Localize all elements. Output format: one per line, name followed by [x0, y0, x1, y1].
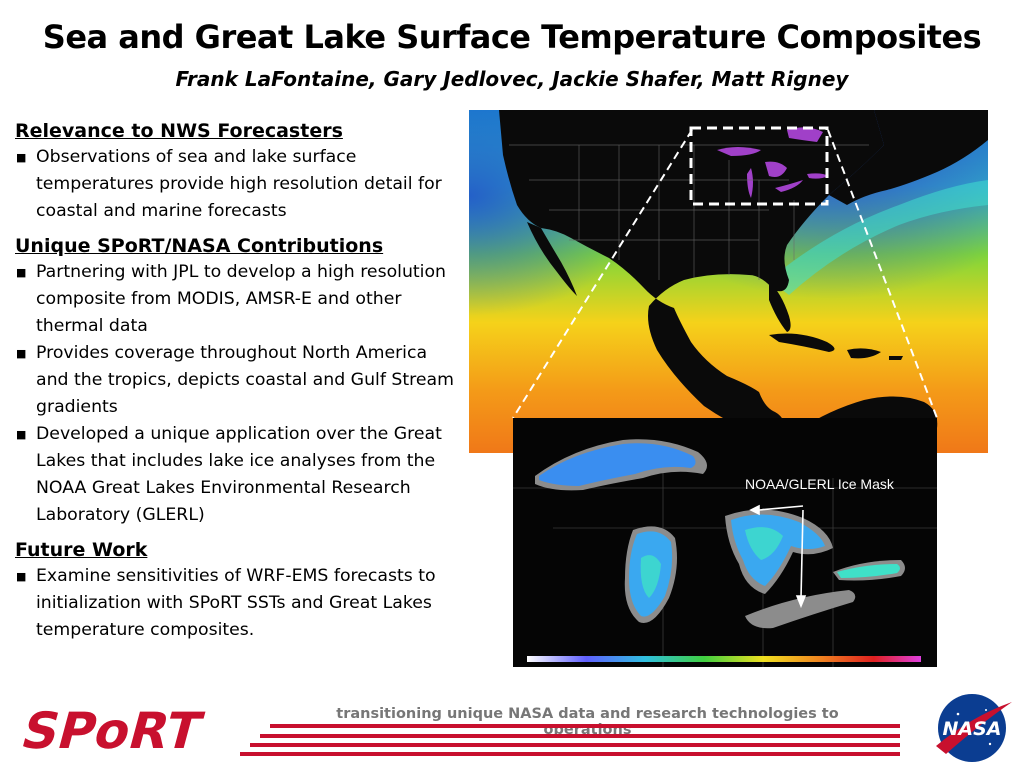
list-item: ■ Provides coverage throughout North Amer…: [15, 340, 465, 421]
list-item: ■ Observations of sea and lake surface te…: [15, 144, 465, 225]
bullet-text: Provides coverage throughout North Ameri…: [36, 343, 454, 417]
bullet-icon: ■: [16, 151, 27, 164]
bullet-text: Observations of sea and lake surface tem…: [36, 147, 442, 221]
nasa-logo: NASA: [928, 688, 1016, 771]
bullet-list: ■ Partnering with JPL to develop a high r…: [15, 259, 465, 529]
sst-composite-map: [469, 110, 988, 458]
section-future-work: Future Work ■ Examine sensitivities of WR…: [15, 539, 465, 644]
page-title: Sea and Great Lake Surface Temperature C…: [42, 18, 982, 56]
bullet-text: Developed a unique application over the …: [36, 424, 442, 525]
color-scale-bar: [527, 656, 921, 662]
bullet-icon: ■: [16, 266, 27, 279]
list-item: ■ Partnering with JPL to develop a high r…: [15, 259, 465, 340]
bullet-text: Examine sensitivities of WRF-EMS forecas…: [36, 566, 436, 640]
list-item: ■ Developed a unique application over the…: [15, 421, 465, 529]
bullet-text: Partnering with JPL to develop a high re…: [36, 262, 446, 336]
ice-mask-label: NOAA/GLERL Ice Mask: [745, 476, 894, 492]
footer-red-stripes: [240, 724, 900, 756]
sport-logo-text: SPoRT: [15, 702, 208, 760]
sport-logo: SPoRT: [8, 698, 248, 765]
sport-logo-icon: SPoRT: [15, 702, 208, 760]
bullet-icon: ■: [16, 428, 27, 441]
bullet-icon: ■: [16, 347, 27, 360]
nasa-logo-text: NASA: [943, 718, 1002, 740]
bullet-list: ■ Examine sensitivities of WRF-EMS foreca…: [15, 563, 465, 644]
content-column: Relevance to NWS Forecasters ■ Observatio…: [15, 120, 465, 654]
bullet-icon: ■: [16, 570, 27, 583]
bullet-list: ■ Observations of sea and lake surface te…: [15, 144, 465, 225]
nasa-meatball-icon: NASA: [936, 694, 1012, 762]
great-lakes-image: [513, 418, 937, 667]
sst-map-image: [469, 110, 988, 453]
list-item: ■ Examine sensitivities of WRF-EMS foreca…: [15, 563, 465, 644]
section-contributions: Unique SPoRT/NASA Contributions ■ Partner…: [15, 235, 465, 529]
section-relevance: Relevance to NWS Forecasters ■ Observatio…: [15, 120, 465, 225]
authors-line: Frank LaFontaine, Gary Jedlovec, Jackie …: [175, 67, 849, 91]
section-heading: Relevance to NWS Forecasters: [15, 120, 343, 142]
great-lakes-inset: [513, 418, 937, 672]
section-heading: Unique SPoRT/NASA Contributions: [15, 235, 384, 257]
section-heading: Future Work: [15, 539, 148, 561]
